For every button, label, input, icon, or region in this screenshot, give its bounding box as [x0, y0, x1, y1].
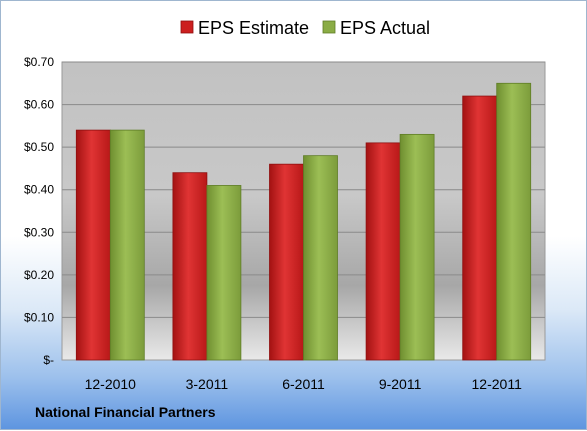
- bar-eps-estimate: [462, 95, 498, 361]
- x-tick-label: 6-2011: [282, 376, 325, 392]
- legend: EPS Estimate EPS Actual: [180, 18, 430, 38]
- x-axis-category-labels: 12-2010 3-2011 6-2011 9-2011 12-2011: [85, 376, 522, 392]
- bar-eps-actual: [496, 82, 532, 361]
- y-axis-tick-labels: $- $0.10 $0.20 $0.30 $0.40 $0.50 $0.60 $0.70: [24, 55, 54, 367]
- bars: [75, 82, 532, 361]
- x-tick-label: 12-2011: [472, 376, 523, 392]
- legend-swatch-eps-actual: [322, 20, 336, 34]
- y-tick-label: $0.40: [24, 183, 54, 197]
- y-tick-label: $0.10: [24, 310, 54, 324]
- legend-label-eps-estimate: EPS Estimate: [198, 18, 309, 38]
- company-name: National Financial Partners: [35, 404, 216, 420]
- x-tick-label: 9-2011: [379, 376, 422, 392]
- y-tick-label: $0.70: [24, 55, 54, 69]
- bar-eps-actual: [109, 129, 145, 361]
- y-tick-label: $0.50: [24, 140, 54, 154]
- bar-eps-estimate: [75, 129, 111, 361]
- bar-eps-estimate: [269, 163, 304, 361]
- y-tick-label: $-: [43, 353, 54, 367]
- y-tick-label: $0.60: [24, 98, 54, 112]
- legend-label-eps-actual: EPS Actual: [340, 18, 430, 38]
- y-tick-label: $0.30: [24, 225, 54, 239]
- bar-eps-estimate: [365, 142, 401, 361]
- x-tick-label: 3-2011: [186, 376, 229, 392]
- x-tick-label: 12-2010: [85, 376, 137, 392]
- legend-swatch-eps-estimate: [180, 20, 194, 34]
- bar-eps-actual: [206, 185, 242, 361]
- y-tick-label: $0.20: [24, 268, 54, 282]
- bar-eps-actual: [303, 155, 338, 361]
- bar-eps-estimate: [172, 172, 208, 361]
- bar-eps-actual: [399, 133, 435, 361]
